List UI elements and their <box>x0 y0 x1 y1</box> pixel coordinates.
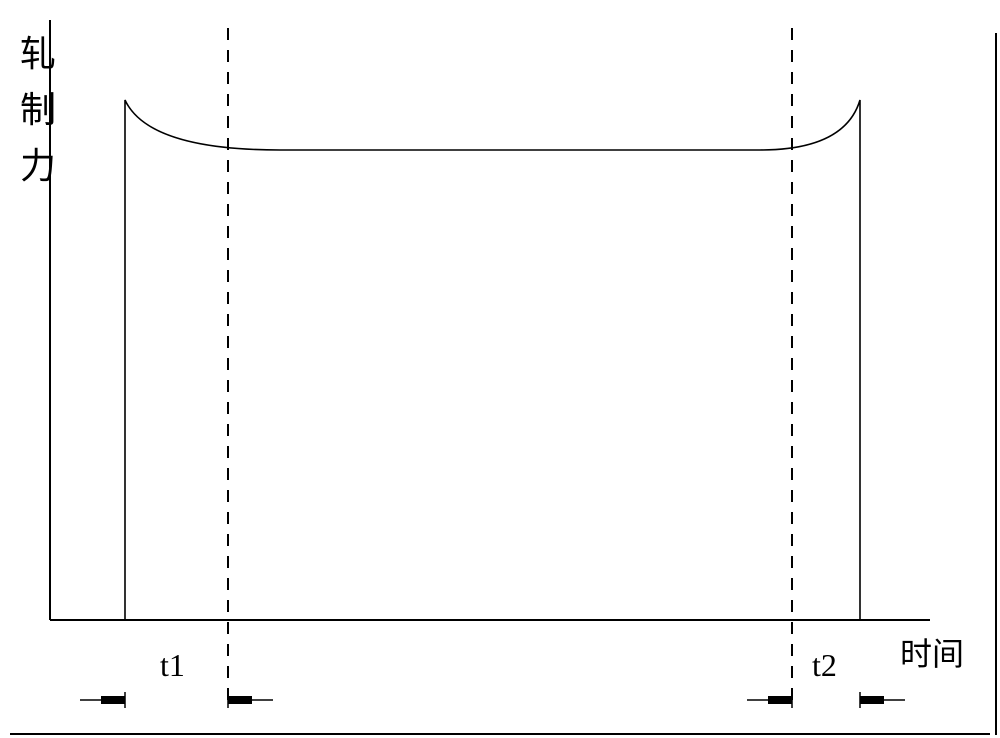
t2-arrow-right <box>860 696 884 704</box>
x-axis-label: 时间 <box>900 636 964 672</box>
t2-label: t2 <box>812 647 837 683</box>
y-axis-label-char-0: 轧 <box>20 34 56 74</box>
t1-arrow-right <box>228 696 252 704</box>
t1-label: t1 <box>160 647 185 683</box>
y-axis-label-char-2: 力 <box>20 146 56 186</box>
chart-bg <box>0 0 1000 738</box>
t2-arrow-left <box>768 696 792 704</box>
t1-arrow-left <box>101 696 125 704</box>
y-axis-label-char-1: 制 <box>20 90 56 130</box>
